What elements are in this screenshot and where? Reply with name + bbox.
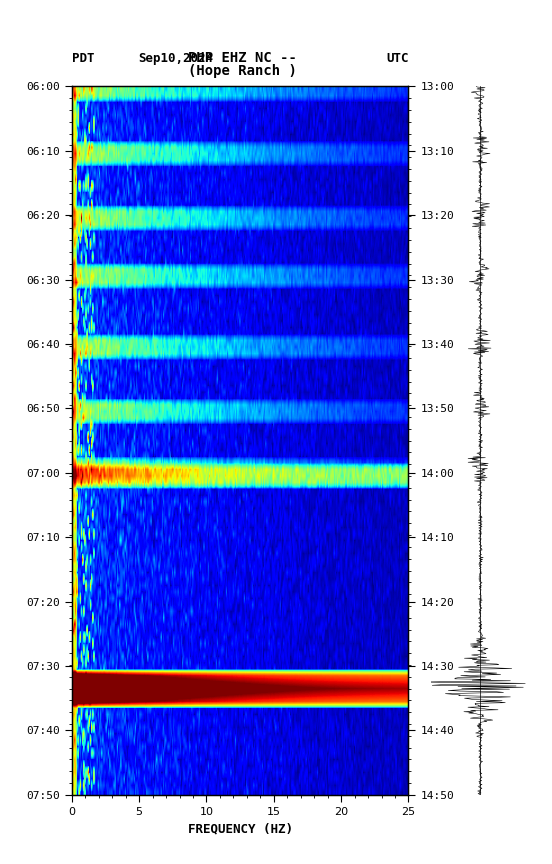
Text: Sep10,2024: Sep10,2024 [138,52,213,65]
X-axis label: FREQUENCY (HZ): FREQUENCY (HZ) [188,823,293,835]
Text: PDT: PDT [72,52,94,65]
Text: UTC: UTC [386,52,408,65]
Text: PHP EHZ NC --: PHP EHZ NC -- [188,51,298,65]
Text: (Hope Ranch ): (Hope Ranch ) [188,64,298,78]
